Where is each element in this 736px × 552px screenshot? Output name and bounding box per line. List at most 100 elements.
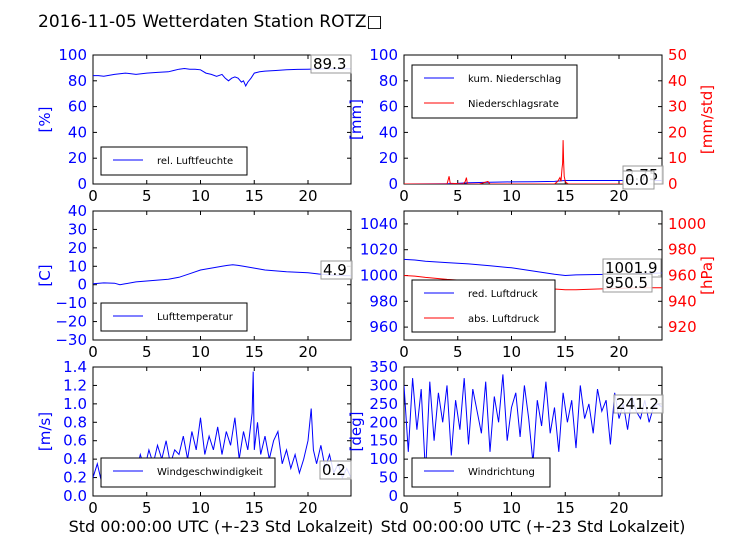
value-label-box <box>602 273 653 293</box>
y-tick-label-right: 920 <box>668 318 697 336</box>
y-tick-label-right: 1000 <box>668 215 706 233</box>
x-tick-label: 10 <box>502 499 521 517</box>
y-tick-label: 40 <box>379 123 398 141</box>
panel-humidity: 0 5 10 15 20 0 20 40 60 80 100 [%] rel. Luftfeuchte 8… <box>36 46 352 205</box>
x-tick-label: 15 <box>556 343 575 361</box>
y-tick-label: 10 <box>68 257 87 275</box>
value-label: 241.2 <box>616 395 659 413</box>
y-tick-label: 60 <box>68 98 87 116</box>
y-tick-label: 300 <box>369 376 398 394</box>
legend-box <box>411 279 556 333</box>
y-tick-label: −20 <box>55 313 87 331</box>
y-tick-label: 250 <box>369 395 398 413</box>
y-tick-label: 40 <box>68 202 87 220</box>
value-label: 4.9 <box>323 261 347 279</box>
y-tick-label: 50 <box>379 469 398 487</box>
y-tick-label: 980 <box>369 292 398 310</box>
y-axis-label: [m/s] <box>36 412 54 451</box>
y-axis-label: [C] <box>36 264 54 286</box>
x-tick-label: 5 <box>142 499 152 517</box>
legend-label: Windrichtung <box>468 467 535 478</box>
legend: Lufttemperatur <box>100 302 248 332</box>
legend: rel. Luftfeuchte <box>100 146 248 176</box>
legend-label: rel. Luftfeuchte <box>157 156 233 167</box>
x-tick-label: 10 <box>502 343 521 361</box>
y-tick-label: 0 <box>388 487 398 505</box>
x-tick-label: 0 <box>88 499 98 517</box>
legend: Windrichtung <box>411 457 551 488</box>
legend-label: Lufttemperatur <box>157 312 234 323</box>
legend-box <box>411 457 551 488</box>
value-label-box <box>310 54 352 74</box>
y-tick-label-right: 10 <box>668 149 687 167</box>
y-tick-label: 1040 <box>360 215 398 233</box>
series-line-kum-niederschlag <box>404 180 662 184</box>
y-tick-label: 1.0 <box>63 395 87 413</box>
value-label: 0.2 <box>322 461 346 479</box>
y-tick-label: 1.2 <box>63 376 87 394</box>
x-tick-label: 5 <box>453 187 463 205</box>
value-label: 89.3 <box>313 55 346 73</box>
panel-wind_speed: 0 5 10 15 200.00.20.40.60.81.01.21.4[m/s]Win… <box>36 358 352 517</box>
y-tick-label: 20 <box>68 239 87 257</box>
y-tick-label-right: 960 <box>668 267 697 285</box>
y-tick-label: −10 <box>55 294 87 312</box>
panel-pressure: 0 5 10 15 20 960 980 1000 1020 1040 920 940 960 980 10… <box>360 210 716 361</box>
y-axis-label-right: [hPa] <box>698 256 716 295</box>
y-tick-label: 200 <box>369 413 398 431</box>
y-tick-label: 100 <box>58 46 87 64</box>
x-tick-label: 20 <box>298 343 317 361</box>
legend-label: red. Luftdruck <box>468 289 538 300</box>
y-tick-label: 0 <box>77 276 87 294</box>
y-tick-label: 350 <box>369 358 398 376</box>
legend-label: kum. Niederschlag <box>468 74 561 85</box>
series-line-rel-luftfeuchte <box>93 67 351 88</box>
y-tick-label: 960 <box>369 318 398 336</box>
y-axis-label-right: [mm/std] <box>698 85 716 154</box>
y-tick-label: 20 <box>379 149 398 167</box>
value-label-box <box>319 460 352 480</box>
x-tick-label: 15 <box>245 499 264 517</box>
y-tick-label: 80 <box>68 72 87 90</box>
legend-label: Niederschlagsrate <box>468 99 559 110</box>
legend: kum. Niederschlag Niederschlagsrate <box>411 64 578 119</box>
y-tick-label: 80 <box>379 72 398 90</box>
y-tick-label: 0.0 <box>63 487 87 505</box>
value-label: 1001.9 <box>605 259 658 277</box>
x-tick-label: 20 <box>298 499 317 517</box>
value-label-box <box>320 260 353 280</box>
y-tick-label-right: 50 <box>668 46 687 64</box>
x-tick-label: 0 <box>399 499 409 517</box>
x-tick-label: 10 <box>191 343 210 361</box>
y-axis-label: [mm] <box>347 99 365 140</box>
x-tick-label: 5 <box>142 343 152 361</box>
y-tick-label: 0 <box>77 175 87 193</box>
x-tick-label: 20 <box>298 187 317 205</box>
y-tick-label: 0 <box>388 175 398 193</box>
y-tick-label-right: 40 <box>668 72 687 90</box>
x-tick-label: 10 <box>191 187 210 205</box>
y-tick-label: 0.2 <box>63 469 87 487</box>
y-tick-label: 60 <box>379 98 398 116</box>
x-tick-label: 5 <box>142 187 152 205</box>
x-tick-label: 20 <box>609 187 628 205</box>
y-tick-label-right: 0 <box>668 175 678 193</box>
x-tick-label: 10 <box>502 187 521 205</box>
x-tick-label: 20 <box>609 343 628 361</box>
y-tick-label-right: 940 <box>668 292 697 310</box>
legend: Windgeschwindigkeit <box>100 457 276 488</box>
y-tick-label: 40 <box>68 123 87 141</box>
panel-temperature: 0 5 10 15 20−30−20−10010203040[C]Lufttempera… <box>36 202 353 361</box>
x-tick-label: 5 <box>453 343 463 361</box>
series-line-niederschlagsrate <box>404 140 662 184</box>
y-tick-label-right: 980 <box>668 241 697 259</box>
y-tick-label: 100 <box>369 450 398 468</box>
legend-box <box>100 457 276 488</box>
legend-box <box>411 64 578 119</box>
x-tick-label: 20 <box>609 499 628 517</box>
legend-box <box>100 302 248 332</box>
x-tick-label: 0 <box>88 187 98 205</box>
panel-precip: 0 5 10 15 20 0 20 40 60 80 100 0 10 20 30 40 50 [mm] [mm/s… <box>347 46 716 205</box>
x-tick-label: 15 <box>556 499 575 517</box>
